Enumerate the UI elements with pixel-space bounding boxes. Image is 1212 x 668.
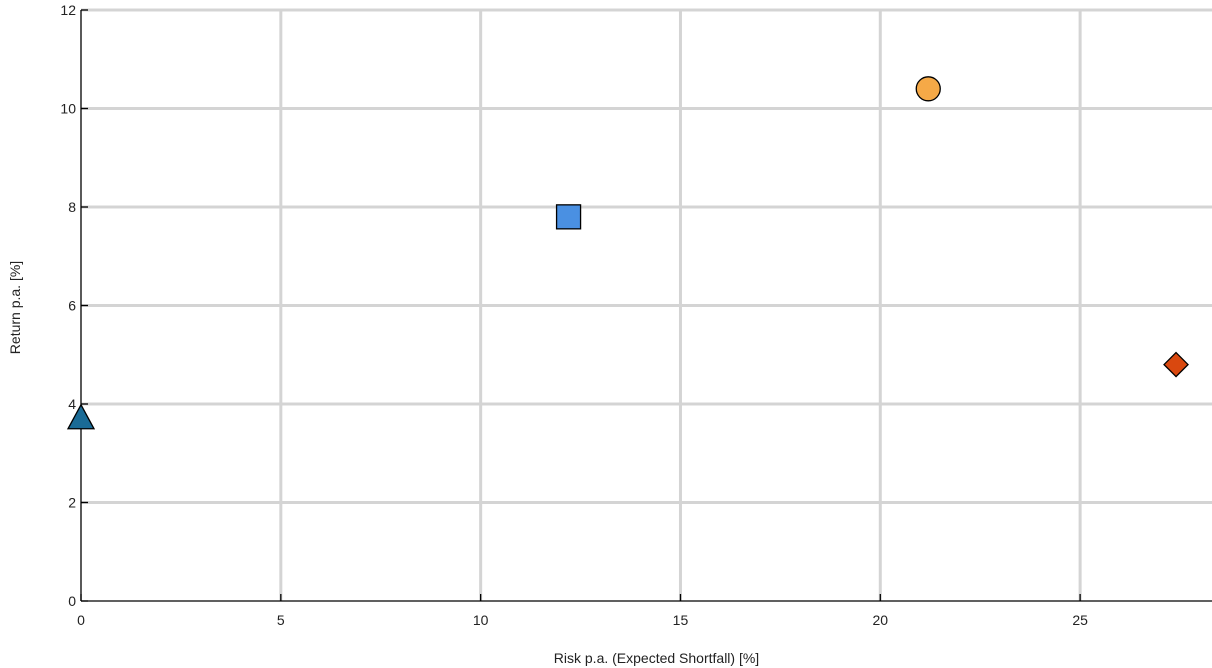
y-tick-label: 0 bbox=[68, 593, 76, 609]
y-tick-label: 4 bbox=[68, 396, 76, 412]
triangle-marker bbox=[66, 403, 96, 430]
x-tick-label: 5 bbox=[277, 612, 285, 628]
y-axis-title: Return p.a. [%] bbox=[7, 261, 23, 354]
x-tick-label: 20 bbox=[873, 612, 889, 628]
x-tick-label: 15 bbox=[673, 612, 689, 628]
tick-labels: 0 5 10 15 20 25 0 2 4 6 8 10 12 bbox=[60, 2, 1088, 628]
square-marker bbox=[555, 204, 582, 230]
x-axis-title: Risk p.a. (Expected Shortfall) [%] bbox=[554, 650, 759, 666]
circle-marker bbox=[915, 76, 941, 102]
y-tick-label: 8 bbox=[68, 199, 76, 215]
x-tick-label: 10 bbox=[473, 612, 489, 628]
y-tick-label: 6 bbox=[68, 298, 76, 314]
markers bbox=[66, 76, 1189, 430]
y-tick-label: 2 bbox=[68, 495, 76, 511]
y-tick-label: 10 bbox=[60, 101, 76, 117]
x-tick-label: 0 bbox=[77, 612, 85, 628]
y-tick-label: 12 bbox=[60, 2, 76, 18]
ticks bbox=[80, 9, 1081, 602]
x-tick-label: 25 bbox=[1072, 612, 1088, 628]
diamond-marker bbox=[1163, 351, 1189, 378]
grid bbox=[81, 8, 1212, 601]
